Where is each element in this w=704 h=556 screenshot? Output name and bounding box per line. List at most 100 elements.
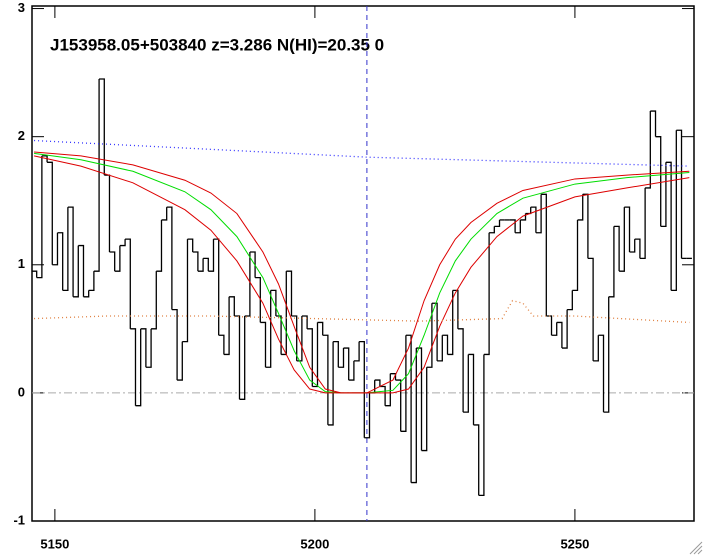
flux-step	[520, 213, 527, 221]
flux-step	[676, 129, 683, 259]
flux-step	[598, 334, 605, 413]
flux-step	[322, 334, 329, 425]
flux-step	[182, 239, 189, 343]
flux-step	[73, 245, 79, 298]
y-tick-label: 0	[18, 384, 25, 399]
flux-step	[47, 161, 53, 265]
flux-step	[161, 207, 168, 221]
flux-step	[239, 316, 246, 400]
flux-step	[639, 187, 646, 260]
flux-step	[312, 322, 319, 388]
profile-line	[34, 151, 690, 394]
flux-step	[187, 238, 194, 252]
flux-step	[135, 328, 142, 407]
flux-step	[468, 353, 475, 425]
flux-step	[78, 244, 85, 297]
flux-step	[140, 328, 147, 368]
flux-step	[249, 251, 256, 278]
flux-step	[125, 238, 131, 329]
flux-step	[317, 321, 324, 336]
flux-step	[244, 251, 251, 317]
flux-step	[203, 257, 209, 272]
flux-step	[473, 424, 480, 496]
profile-line	[34, 152, 690, 394]
flux-step	[83, 290, 90, 298]
flux-step	[379, 385, 386, 406]
flux-step	[291, 315, 298, 361]
flux-step	[665, 161, 672, 291]
flux-step	[457, 328, 464, 413]
flux-step	[88, 271, 95, 292]
profile-line	[34, 139, 690, 167]
flux-step	[255, 276, 261, 323]
flux-step	[301, 315, 308, 329]
flux-step	[535, 194, 542, 234]
flux-step	[463, 354, 469, 413]
flux-step	[483, 232, 490, 356]
flux-step	[593, 335, 599, 362]
x-tick-label: 5200	[300, 536, 329, 551]
flux-step	[343, 347, 350, 381]
flux-step	[275, 315, 282, 355]
flux-step	[145, 328, 152, 368]
flux-step	[192, 251, 199, 272]
flux-step	[166, 206, 173, 310]
flux-step	[229, 296, 235, 317]
flux-step	[515, 219, 521, 234]
flux-step	[36, 155, 43, 279]
flux-step	[411, 348, 417, 484]
flux-step	[151, 271, 157, 330]
flux-step	[57, 232, 64, 291]
flux-step	[395, 379, 402, 432]
flux-step	[270, 289, 277, 317]
profile-line	[33, 155, 690, 394]
flux-step	[353, 341, 360, 362]
flux-step	[624, 206, 631, 252]
flux-step	[41, 155, 48, 163]
flux-step	[156, 219, 163, 272]
flux-step	[52, 232, 59, 266]
flux-step	[177, 341, 183, 381]
flux-step	[572, 219, 579, 292]
x-tick-label: 5250	[560, 536, 589, 551]
flux-step	[582, 193, 589, 259]
resize-grip	[689, 541, 703, 555]
flux-step	[629, 239, 636, 253]
flux-step	[613, 225, 620, 272]
y-tick-label: 3	[18, 0, 25, 15]
flux-step	[421, 367, 428, 452]
chart-title: J153958.05+503840 z=3.286 N(HI)=20.35 0	[50, 35, 384, 54]
flux-step	[327, 341, 334, 426]
flux-step	[587, 257, 594, 361]
flux-step	[494, 219, 501, 227]
flux-step	[509, 219, 516, 233]
flux-step	[208, 239, 215, 272]
flux-step	[546, 315, 553, 336]
flux-step	[603, 296, 610, 413]
flux-step	[364, 392, 371, 439]
flux-step	[561, 309, 568, 349]
flux-step	[400, 335, 407, 432]
flux-step	[223, 296, 230, 356]
flux-step	[567, 290, 573, 311]
flux-step	[348, 360, 355, 381]
flux-step	[286, 270, 293, 317]
flux-step	[541, 193, 547, 317]
y-tick-label: 2	[18, 128, 25, 143]
flux-step	[260, 321, 267, 368]
flux-step	[525, 207, 532, 215]
flux-step	[67, 206, 74, 297]
flux-step	[650, 110, 657, 137]
flux-step	[359, 340, 365, 438]
flux-step	[281, 271, 287, 356]
flux-step	[645, 111, 651, 189]
flux-step	[530, 206, 537, 233]
flux-step	[338, 348, 345, 368]
flux-step	[452, 289, 459, 329]
flux-step	[307, 328, 313, 387]
flux-step	[655, 136, 662, 227]
flux-step	[213, 238, 220, 336]
y-tick-label: 1	[18, 256, 25, 271]
flux-step	[31, 270, 38, 278]
flux-step	[93, 79, 100, 272]
